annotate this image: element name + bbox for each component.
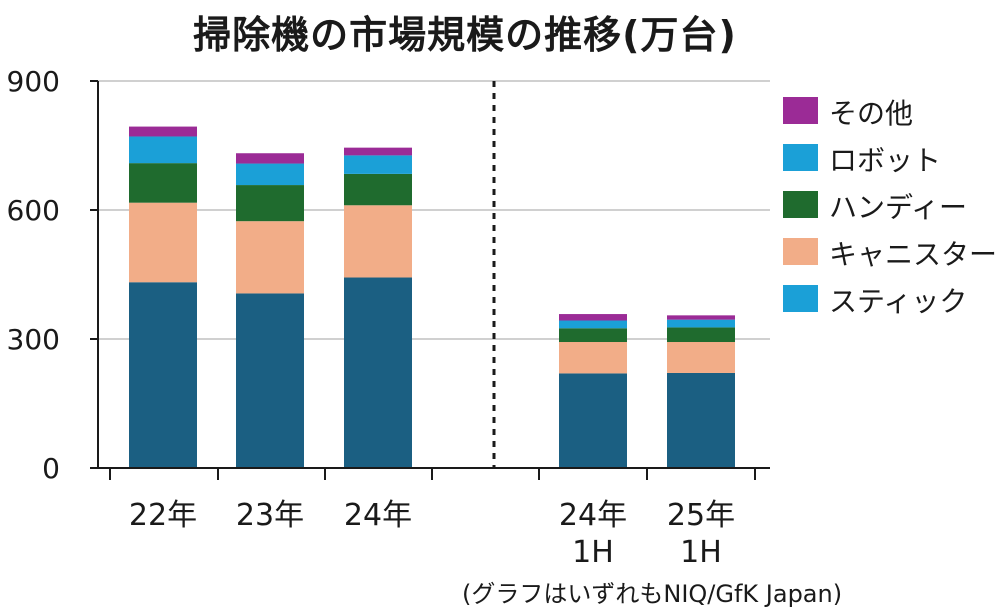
bar-segment bbox=[344, 173, 412, 206]
bar-segment bbox=[667, 327, 735, 343]
bar-segment bbox=[236, 293, 304, 468]
axes bbox=[90, 80, 770, 480]
x-category-label: 22年 bbox=[129, 498, 197, 533]
bars bbox=[129, 126, 735, 468]
bar-segment bbox=[236, 185, 304, 222]
bar-segment bbox=[236, 153, 304, 164]
bar-segment bbox=[129, 282, 197, 468]
bar-segment bbox=[667, 372, 735, 468]
bar-segment bbox=[129, 126, 197, 137]
bar-segment bbox=[344, 155, 412, 174]
bar-segment bbox=[559, 328, 627, 343]
legend-swatch bbox=[783, 97, 818, 124]
bar-segment bbox=[344, 277, 412, 468]
legend-label: スティック bbox=[829, 285, 967, 318]
legend-swatch bbox=[783, 238, 818, 265]
y-tick-label: 600 bbox=[7, 194, 60, 227]
bar-segment bbox=[129, 202, 197, 283]
bar-segment bbox=[559, 373, 627, 468]
y-tick-label: 300 bbox=[7, 323, 60, 356]
x-category-label: 23年 bbox=[236, 498, 304, 533]
y-tick-label: 900 bbox=[7, 65, 60, 98]
x-category-label: 24年 bbox=[344, 498, 412, 533]
x-category-label: 25年 bbox=[667, 498, 735, 533]
bar-segment bbox=[344, 205, 412, 278]
legend-label: キャニスター bbox=[829, 238, 997, 271]
gridlines bbox=[98, 80, 770, 340]
bar-segment bbox=[344, 147, 412, 156]
bar-segment bbox=[129, 136, 197, 164]
bar-segment bbox=[559, 342, 627, 374]
bar-segment bbox=[667, 342, 735, 373]
bar-segment bbox=[236, 221, 304, 294]
x-category-label: 24年 bbox=[559, 498, 627, 533]
y-tick-label: 0 bbox=[42, 452, 60, 485]
legend-swatch bbox=[783, 191, 818, 218]
bar-segment bbox=[559, 314, 627, 321]
x-category-sublabel: 1H bbox=[680, 535, 722, 570]
x-category-sublabel: 1H bbox=[572, 535, 614, 570]
legend-label: その他 bbox=[829, 97, 913, 130]
bar-segment bbox=[129, 163, 197, 203]
legend-label: ハンディー bbox=[829, 191, 967, 224]
bar-segment bbox=[236, 163, 304, 186]
source-note: (グラフはいずれもNIQ/GfK Japan) bbox=[462, 580, 843, 608]
legend-swatch bbox=[783, 144, 818, 171]
bar-segment bbox=[559, 320, 627, 329]
legend-label: ロボット bbox=[829, 144, 941, 177]
chart-title: 掃除機の市場規模の推移(万台) bbox=[193, 13, 737, 57]
bar-segment bbox=[667, 315, 735, 320]
bar-segment bbox=[667, 319, 735, 328]
legend-swatch bbox=[783, 285, 818, 312]
